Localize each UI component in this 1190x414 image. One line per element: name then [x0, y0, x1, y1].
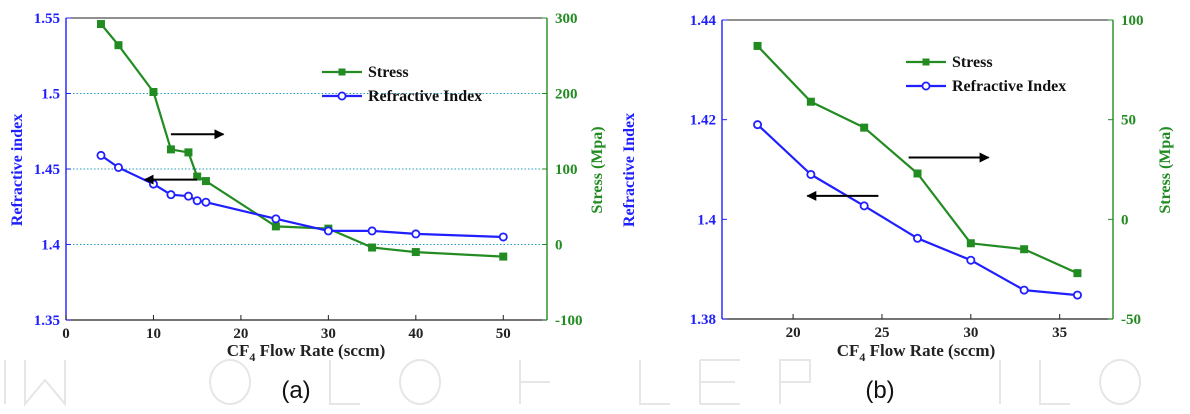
data-point: [367, 226, 377, 236]
data-point: [96, 20, 105, 29]
chart-panel-a: 0 10 20 30 40 50 1.35 1.4 1.45 1.5 1.55 -100 0 100 200…: [9, 11, 606, 404]
data-point: [411, 229, 421, 239]
right-tick-label: 50: [1121, 113, 1136, 129]
left-axis-label: Refractive index: [9, 114, 26, 226]
left-tick-label: 1.55: [34, 11, 60, 27]
data-point: [148, 179, 158, 189]
legend-marker: [921, 81, 931, 91]
series-line: [100, 154, 504, 239]
left-tick-label: 1.5: [41, 87, 60, 103]
data-point: [498, 232, 508, 242]
data-point: [192, 196, 202, 206]
data-point: [113, 162, 123, 172]
data-point: [966, 255, 976, 265]
legend-label: Refractive Index: [952, 78, 1066, 95]
data-point: [1072, 290, 1082, 300]
x-tick-label: 0: [62, 326, 70, 342]
panel-label: (b): [865, 377, 894, 404]
left-tick-label: 1.44: [690, 13, 717, 29]
legend-marker: [338, 68, 346, 76]
data-point: [149, 87, 158, 96]
background-watermark: [4, 359, 1142, 407]
right-tick-label: 100: [1121, 13, 1144, 29]
data-point: [114, 41, 123, 50]
data-point: [201, 197, 211, 207]
data-point: [166, 190, 176, 200]
data-point: [806, 97, 815, 106]
stress-series: [753, 41, 1082, 278]
right-tick-label: 0: [555, 238, 563, 254]
x-axis-label: CF4 Flow Rate (sccm): [837, 341, 995, 364]
right-tick-label: -100: [555, 313, 583, 329]
legend: Stress Refractive Index: [322, 64, 482, 105]
data-point: [271, 222, 280, 231]
x-tick-label: 30: [963, 325, 978, 341]
legend-label: Refractive Index: [368, 88, 482, 105]
data-point: [913, 233, 923, 243]
data-point: [271, 214, 281, 224]
data-point: [753, 41, 762, 50]
data-point: [860, 123, 869, 132]
right-tick-label: 100: [555, 162, 578, 178]
panel-label: (a): [281, 377, 310, 404]
right-tick-label: 200: [555, 87, 578, 103]
x-axis-label: CF4 Flow Rate (sccm): [227, 341, 385, 364]
data-point: [753, 120, 763, 130]
data-point: [166, 145, 175, 154]
series-line: [100, 23, 504, 258]
data-point: [806, 169, 816, 179]
right-tick-label: -50: [1121, 312, 1141, 328]
right-tick-label: 300: [555, 11, 578, 27]
left-tick-label: 1.35: [34, 313, 60, 329]
data-point: [499, 252, 508, 261]
legend-label: Stress: [368, 64, 409, 81]
x-tick-label: 10: [146, 326, 161, 342]
left-tick-label: 1.45: [34, 162, 60, 178]
refractive-index-series: [753, 120, 1082, 300]
right-axis-label: Stress (Mpa): [589, 126, 606, 213]
data-point: [966, 239, 975, 248]
data-point: [859, 201, 869, 211]
left-tick-label: 1.42: [690, 113, 716, 129]
data-point: [1073, 269, 1082, 278]
x-tick-label: 40: [408, 326, 423, 342]
x-tick-label: 20: [786, 325, 801, 341]
data-point: [913, 169, 922, 178]
series-line: [756, 123, 1078, 297]
chart-panel-b: 20 25 30 35 1.38 1.4 1.42 1.44 -50 0 50 100 Refracti…: [621, 13, 1174, 404]
data-point: [411, 248, 420, 257]
data-point: [1019, 285, 1029, 295]
left-tick-label: 1.4: [41, 238, 60, 254]
x-tick-label: 25: [874, 325, 889, 341]
data-point: [184, 148, 193, 157]
right-axis-label: Stress (Mpa): [1157, 126, 1174, 213]
left-tick-label: 1.4: [697, 212, 716, 228]
left-axis-label: Refractive Index: [621, 113, 638, 227]
legend: Stress Refractive Index: [906, 54, 1066, 95]
legend-marker: [922, 58, 930, 66]
data-point: [1020, 245, 1029, 254]
stress-series: [96, 20, 508, 261]
x-tick-label: 20: [233, 326, 248, 342]
x-tick-label: 50: [496, 326, 511, 342]
right-tick-label: 0: [1121, 212, 1129, 228]
x-tick-label: 30: [321, 326, 336, 342]
data-point: [368, 243, 377, 252]
data-point: [183, 191, 193, 201]
x-tick-label: 35: [1052, 325, 1067, 341]
left-tick-label: 1.38: [690, 312, 716, 328]
data-point: [323, 226, 333, 236]
data-point: [201, 177, 210, 186]
data-point: [96, 150, 106, 160]
legend-label: Stress: [952, 54, 993, 71]
legend-marker: [337, 91, 347, 101]
